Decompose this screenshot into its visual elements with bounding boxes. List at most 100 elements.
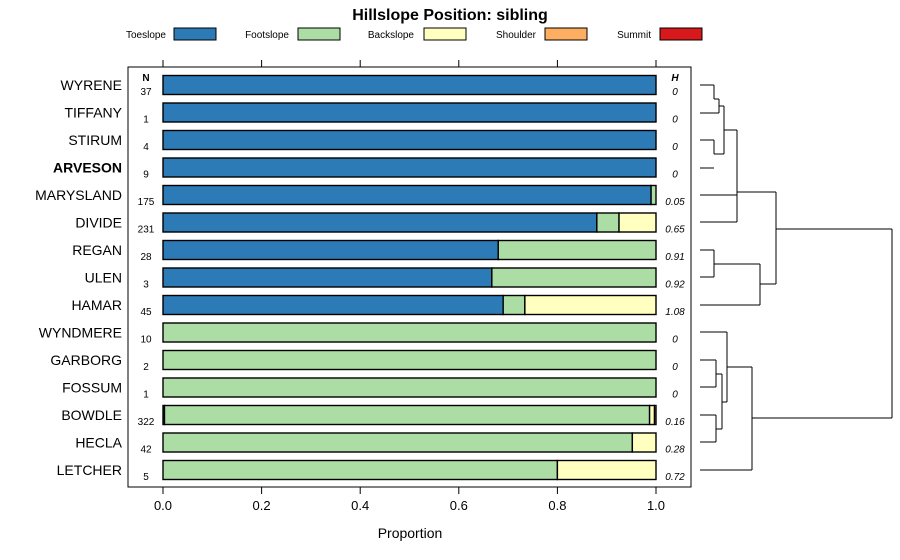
bar-row-hamar: HAMAR 45 1.08 — [71, 294, 685, 318]
row-n-value: 5 — [143, 472, 149, 483]
row-n-value: 322 — [138, 417, 155, 428]
bar-segment-toeslope — [162, 157, 657, 178]
row-label: TIFFANY — [64, 105, 122, 121]
bar-segment-footslope — [163, 404, 651, 426]
x-axis: 0.0 0.2 0.4 0.6 0.8 1.0 — [154, 60, 665, 513]
row-label: FOSSUM — [62, 380, 122, 396]
x-tick-label: 0.6 — [450, 498, 468, 513]
bar-segment-toeslope — [162, 74, 657, 96]
row-h-value: 0.72 — [665, 472, 685, 483]
bar-row-fossum: FOSSUM 1 0 — [62, 377, 678, 401]
row-n-value: 42 — [140, 445, 152, 456]
row-label: ULEN — [85, 270, 122, 286]
row-label: MARYSLAND — [35, 187, 122, 203]
row-n-value: 4 — [143, 142, 149, 153]
legend-swatch-toeslope — [173, 27, 217, 41]
bar-row-divide: DIVIDE 231 0.65 — [75, 212, 685, 236]
x-tick-label: 0.4 — [351, 498, 369, 513]
bar-segment-footslope — [596, 212, 620, 233]
row-h-value: 0.28 — [665, 445, 685, 456]
bar-row-arveson: ARVESON 9 0 — [53, 157, 678, 181]
row-h-value: 0.05 — [665, 197, 685, 208]
legend-label-backslope: Backslope — [368, 30, 415, 41]
bar-row-tiffany: TIFFANY 1 0 — [64, 102, 678, 126]
n-column-header: N — [142, 73, 149, 84]
bar-segment-backslope — [631, 432, 657, 453]
bar-row-ulen: ULEN 3 0.92 — [85, 267, 685, 291]
row-h-value: 0 — [672, 362, 678, 373]
row-label: HAMAR — [71, 297, 122, 313]
row-h-value: 1.08 — [665, 307, 685, 318]
bar-segment-footslope — [491, 267, 657, 288]
row-label: ARVESON — [53, 160, 122, 176]
row-h-value: 0.16 — [665, 417, 685, 428]
row-h-value: 0 — [672, 170, 678, 181]
row-h-value: 0.91 — [665, 252, 684, 263]
bar-segment-footslope — [650, 184, 657, 206]
bar-segment-shoulder — [653, 404, 657, 426]
bar-row-stirum: STIRUM 4 0 — [68, 129, 678, 153]
row-n-value: 10 — [140, 335, 152, 346]
bar-segment-toeslope — [162, 267, 493, 288]
row-n-value: 3 — [143, 280, 149, 291]
bar-row-hecla: HECLA 42 0.28 — [75, 432, 685, 456]
x-tick-label: 0.8 — [548, 498, 566, 513]
bar-segment-footslope — [162, 459, 559, 481]
x-axis-label: Proportion — [378, 525, 443, 541]
bar-row-garborg: GARBORG 2 0 — [50, 349, 678, 373]
row-n-value: 45 — [140, 307, 152, 318]
row-h-value: 0 — [672, 142, 678, 153]
bar-segment-footslope — [162, 377, 657, 398]
row-label: STIRUM — [68, 132, 122, 148]
plot-frame — [127, 66, 692, 488]
bar-segment-toeslope — [162, 239, 499, 261]
bar-segment-backslope — [556, 459, 657, 481]
bar-segment-backslope — [648, 404, 656, 426]
bar-segment-footslope — [502, 294, 526, 316]
row-h-value: 0 — [672, 87, 678, 98]
legend-label-footslope: Footslope — [245, 30, 289, 41]
row-h-value: 0 — [672, 390, 678, 401]
bar-row-regan: REGAN 28 0.91 — [72, 239, 685, 263]
x-tick-label: 1.0 — [647, 498, 665, 513]
chart-title: Hillslope Position: sibling — [352, 7, 548, 24]
row-h-value: 0 — [672, 115, 678, 126]
h-column-header: H — [671, 73, 679, 84]
bar-row-wyrene: WYRENE 37 0 — [61, 74, 678, 98]
legend-label-summit: Summit — [617, 30, 651, 41]
bar-row-letcher: LETCHER 5 0.72 — [57, 459, 685, 483]
bar-segment-toeslope — [162, 184, 652, 206]
row-n-value: 9 — [143, 170, 149, 181]
row-n-value: 28 — [140, 252, 152, 263]
row-label: GARBORG — [50, 352, 122, 368]
row-label: WYRENE — [61, 77, 122, 93]
legend-swatch-backslope — [423, 27, 467, 41]
bar-segment-footslope — [162, 349, 657, 371]
bar-segment-footslope — [162, 322, 657, 343]
row-n-value: 231 — [138, 225, 155, 236]
row-label: BOWDLE — [61, 407, 122, 423]
bar-row-wyndmere: WYNDMERE 10 0 — [39, 322, 678, 346]
row-label: HECLA — [75, 435, 122, 451]
legend: Toeslope Footslope Backslope Shoulder Summit — [126, 27, 703, 41]
x-tick-label: 0.0 — [154, 498, 172, 513]
row-h-value: 0 — [672, 335, 678, 346]
row-n-value: 2 — [143, 362, 149, 373]
bar-segment-toeslope — [162, 102, 657, 123]
legend-label-toeslope: Toeslope — [126, 30, 166, 41]
row-n-value: 175 — [138, 197, 155, 208]
row-label: REGAN — [72, 242, 122, 258]
row-label: WYNDMERE — [39, 325, 122, 341]
bar-row-bowdle: BOWDLE 322 0.16 — [61, 404, 685, 428]
row-label: LETCHER — [57, 462, 122, 478]
bar-segment-toeslope — [162, 129, 657, 151]
bar-row-marysland: MARYSLAND 175 0.05 — [35, 184, 685, 208]
legend-swatch-footslope — [297, 27, 341, 41]
row-n-value: 1 — [143, 115, 149, 126]
legend-swatch-shoulder — [544, 27, 588, 41]
legend-label-shoulder: Shoulder — [496, 30, 537, 41]
legend-swatch-summit — [659, 27, 703, 41]
dendrogram — [700, 84, 893, 471]
